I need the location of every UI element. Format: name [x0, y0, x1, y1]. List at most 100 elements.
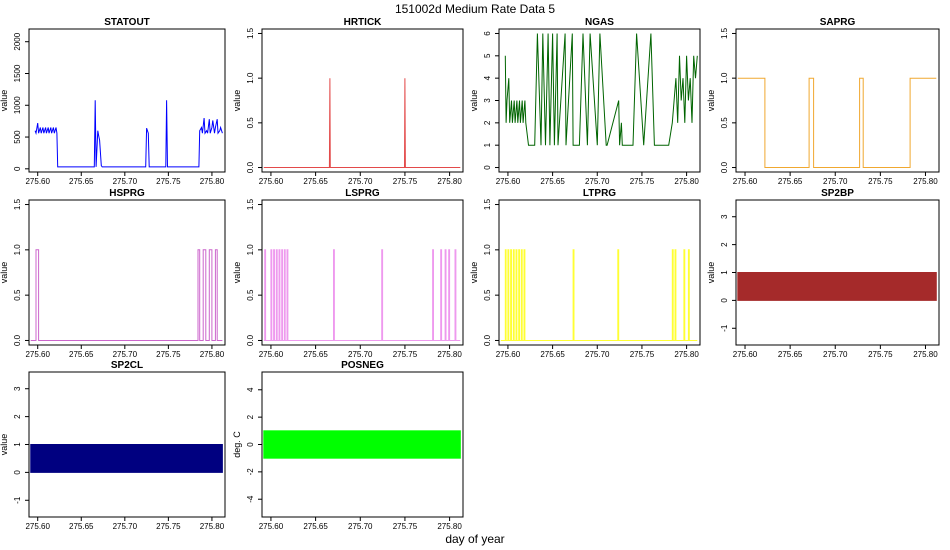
- panel-title: SP2CL: [111, 360, 143, 371]
- x-tick-label: 275.75: [630, 350, 655, 359]
- y-axis-label: value: [706, 90, 716, 112]
- y-tick-label: -4: [246, 495, 255, 503]
- x-tick-label: 275.70: [113, 177, 138, 186]
- panel-title: HSPRG: [109, 188, 145, 199]
- panel-title: SP2BP: [821, 188, 854, 199]
- y-tick-label: 1000: [13, 96, 22, 114]
- x-tick-label: 275.75: [393, 177, 418, 186]
- panel-posneg: POSNEG deg. C 275.60 275.65 275.70 275.75 275.…: [232, 360, 464, 531]
- panel-title: HRTICK: [344, 17, 383, 28]
- y-axis-label: value: [232, 262, 242, 284]
- x-tick-label: 275.60: [259, 350, 284, 359]
- plot-frame: [28, 199, 226, 346]
- x-tick-label: 275.70: [348, 177, 373, 186]
- y-axis-label: value: [706, 262, 716, 284]
- series-band: [263, 430, 461, 459]
- panel-saprg: SAPRG value 275.60 275.65 275.70 275.75 275.80…: [706, 17, 940, 186]
- y-axis-label: value: [0, 90, 9, 112]
- y-tick-label: 0.0: [246, 334, 255, 346]
- x-tick-label: 275.80: [437, 350, 462, 359]
- y-tick-label: 0.5: [720, 117, 729, 129]
- y-tick-label: 500: [13, 130, 22, 144]
- y-tick-label: 2: [720, 242, 729, 247]
- x-tick-label: 275.75: [868, 350, 893, 359]
- panel-title: STATOUT: [104, 17, 150, 28]
- panel-title: LTPRG: [583, 188, 616, 199]
- y-tick-label: 1.5: [13, 198, 22, 210]
- series-line: [500, 249, 698, 341]
- y-tick-label: 0.5: [246, 117, 255, 129]
- x-tick-label: 275.80: [674, 177, 699, 186]
- plot-frame: [498, 199, 701, 346]
- x-tick-label: 275.60: [733, 177, 758, 186]
- x-tick-label: 275.75: [868, 177, 893, 186]
- x-tick-label: 275.70: [823, 177, 848, 186]
- x-tick-label: 275.80: [913, 350, 938, 359]
- x-tick-label: 275.60: [25, 522, 50, 531]
- x-tick-label: 275.65: [303, 522, 328, 531]
- y-tick-label: 3: [483, 98, 492, 103]
- y-axis-label: value: [469, 262, 479, 284]
- y-tick-label: 5: [483, 53, 492, 58]
- y-tick-label: 1.5: [720, 27, 729, 39]
- x-tick-label: 275.80: [200, 350, 225, 359]
- figure-xlabel: day of year: [445, 532, 504, 546]
- x-tick-label: 275.60: [259, 177, 284, 186]
- y-tick-label: 1.5: [246, 27, 255, 39]
- x-tick-label: 275.65: [778, 350, 803, 359]
- x-tick-label: 275.80: [913, 177, 938, 186]
- panels: STATOUT value 275.60 275.65 275.70 275.75 275.…: [0, 17, 940, 531]
- x-tick-label: 275.60: [259, 522, 284, 531]
- y-tick-label: 0.5: [13, 289, 22, 301]
- y-tick-label: 1.0: [246, 72, 255, 84]
- x-tick-label: 275.70: [348, 522, 373, 531]
- y-tick-label: 0: [13, 166, 22, 171]
- y-tick-label: 1: [483, 142, 492, 147]
- series-line: [737, 77, 937, 168]
- y-tick-label: 1.5: [246, 198, 255, 210]
- panel-title: LSPRG: [345, 188, 380, 199]
- y-tick-label: 6: [483, 31, 492, 36]
- y-tick-label: 1500: [13, 64, 22, 82]
- y-tick-label: 4: [483, 75, 492, 80]
- y-tick-label: 1.0: [720, 72, 729, 84]
- y-tick-label: 0: [246, 442, 255, 447]
- series-line: [30, 249, 223, 341]
- y-tick-label: 1.5: [483, 198, 492, 210]
- panel-sp2bp: SP2BP value 275.60 275.65 275.70 275.75 275.80…: [706, 188, 940, 359]
- y-tick-label: 1: [720, 270, 729, 275]
- y-tick-label: 2: [483, 120, 492, 125]
- x-tick-label: 275.65: [303, 350, 328, 359]
- x-tick-label: 275.70: [113, 522, 138, 531]
- x-tick-label: 275.75: [630, 177, 655, 186]
- panel-ngas: NGAS value 275.60 275.65 275.70 275.75 275.80 0…: [469, 17, 701, 186]
- y-tick-label: 0.0: [13, 334, 22, 346]
- panel-ltprg: LTPRG value 275.60 275.65 275.70 275.75 275.80…: [469, 188, 701, 359]
- series-line: [34, 100, 223, 168]
- series-band: [737, 272, 937, 301]
- y-tick-label: 0: [13, 470, 22, 475]
- panel-lsprg: LSPRG value 275.60 275.65 275.70 275.75 275.80…: [232, 188, 464, 359]
- y-tick-label: 1.0: [483, 244, 492, 256]
- panel-title: SAPRG: [820, 17, 856, 28]
- y-tick-label: 0: [720, 298, 729, 303]
- y-axis-label: value: [0, 434, 9, 456]
- y-tick-label: 2: [13, 414, 22, 419]
- x-tick-label: 275.80: [200, 177, 225, 186]
- y-axis-label: value: [232, 90, 242, 112]
- y-tick-label: 4: [246, 387, 255, 392]
- x-tick-label: 275.75: [393, 522, 418, 531]
- y-axis-label: value: [469, 90, 479, 112]
- y-tick-label: 1: [13, 442, 22, 447]
- y-axis-label: value: [0, 262, 9, 284]
- x-tick-label: 275.80: [437, 522, 462, 531]
- y-tick-label: 2: [246, 414, 255, 419]
- y-tick-label: 0.0: [720, 161, 729, 173]
- x-tick-label: 275.70: [113, 350, 138, 359]
- x-tick-label: 275.65: [69, 350, 94, 359]
- series-line: [263, 78, 461, 168]
- y-tick-label: 0.0: [483, 334, 492, 346]
- x-tick-label: 275.65: [540, 350, 565, 359]
- plot-frame: [261, 199, 464, 346]
- y-axis-label: deg. C: [232, 431, 242, 458]
